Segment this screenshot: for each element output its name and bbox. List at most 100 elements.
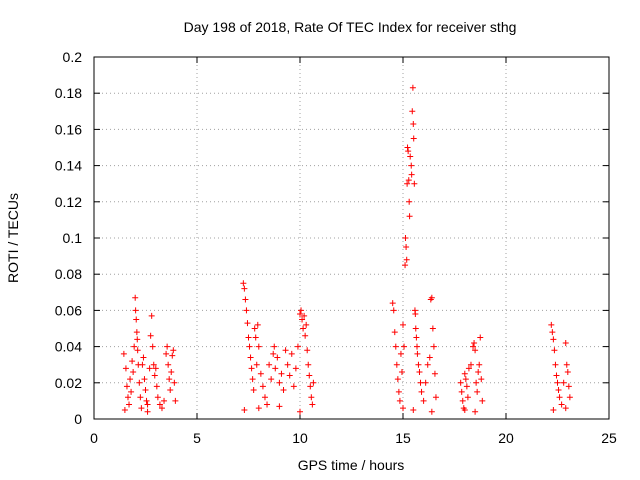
data-point bbox=[288, 350, 295, 357]
data-point bbox=[478, 376, 485, 383]
data-point bbox=[412, 325, 419, 332]
data-point bbox=[413, 334, 420, 341]
data-point bbox=[560, 379, 567, 386]
data-point bbox=[249, 376, 256, 383]
data-point bbox=[471, 339, 478, 346]
data-point bbox=[406, 198, 413, 205]
data-point bbox=[407, 153, 414, 160]
y-tick-label: 0.02 bbox=[55, 375, 82, 391]
data-point bbox=[463, 383, 470, 390]
x-tick-label: 5 bbox=[193, 430, 201, 446]
data-point bbox=[250, 387, 257, 394]
data-point bbox=[306, 372, 313, 379]
data-point bbox=[299, 316, 306, 323]
data-point bbox=[255, 405, 262, 412]
data-point bbox=[412, 311, 419, 318]
data-point bbox=[406, 213, 413, 220]
data-point bbox=[158, 405, 165, 412]
data-point bbox=[123, 383, 130, 390]
data-point bbox=[555, 387, 562, 394]
x-tick-label: 20 bbox=[498, 430, 514, 446]
data-point bbox=[134, 336, 141, 343]
data-point bbox=[132, 307, 139, 314]
data-point bbox=[172, 397, 179, 404]
data-point bbox=[553, 372, 560, 379]
data-point bbox=[154, 394, 161, 401]
data-point bbox=[168, 368, 175, 375]
y-tick-label: 0.08 bbox=[55, 266, 82, 282]
data-point bbox=[290, 383, 297, 390]
data-point bbox=[129, 358, 136, 365]
data-point bbox=[417, 379, 424, 386]
data-point bbox=[550, 336, 557, 343]
data-point bbox=[136, 379, 143, 386]
data-point bbox=[479, 397, 486, 404]
data-point bbox=[462, 376, 469, 383]
y-tick-label: 0.16 bbox=[55, 121, 82, 137]
data-point bbox=[422, 379, 429, 386]
data-point bbox=[139, 361, 146, 368]
data-point bbox=[151, 372, 158, 379]
data-point bbox=[297, 311, 303, 318]
data-point bbox=[554, 379, 561, 386]
data-point bbox=[264, 401, 271, 408]
data-point bbox=[461, 370, 468, 377]
plot-frame bbox=[93, 56, 610, 420]
data-point bbox=[410, 135, 417, 142]
data-point bbox=[259, 383, 266, 390]
data-point bbox=[270, 350, 277, 357]
data-point bbox=[261, 394, 268, 401]
x-tick-label: 10 bbox=[292, 430, 308, 446]
data-point bbox=[128, 388, 135, 395]
data-point bbox=[549, 329, 556, 336]
data-point bbox=[127, 376, 134, 383]
data-point bbox=[131, 343, 138, 350]
x-tick-label: 25 bbox=[601, 430, 617, 446]
y-tick-label: 0.14 bbox=[55, 158, 82, 174]
data-point bbox=[144, 408, 151, 415]
data-point bbox=[284, 361, 291, 368]
data-point bbox=[550, 406, 557, 413]
y-tick-label: 0 bbox=[74, 411, 82, 427]
chart-title: Day 198 of 2018, Rate Of TEC Index for r… bbox=[184, 19, 517, 35]
data-point bbox=[297, 408, 303, 415]
data-point bbox=[170, 347, 177, 354]
data-point bbox=[416, 368, 423, 375]
data-point bbox=[254, 321, 261, 328]
data-point bbox=[248, 365, 255, 372]
data-point bbox=[282, 347, 289, 354]
data-point bbox=[246, 343, 253, 350]
data-point bbox=[398, 368, 405, 375]
data-point bbox=[403, 244, 410, 251]
y-tick-label: 0.12 bbox=[55, 194, 82, 210]
data-point bbox=[241, 285, 248, 292]
data-point bbox=[301, 312, 308, 319]
data-point bbox=[132, 294, 139, 301]
data-point bbox=[563, 361, 570, 368]
data-point bbox=[241, 406, 248, 413]
data-point bbox=[171, 379, 178, 386]
data-point bbox=[243, 307, 250, 314]
data-point bbox=[415, 361, 422, 368]
data-point bbox=[302, 332, 309, 339]
data-point bbox=[562, 339, 569, 346]
data-point bbox=[393, 361, 400, 368]
data-point bbox=[292, 365, 299, 372]
y-axis-label: ROTI / TECUs bbox=[5, 193, 21, 283]
data-point bbox=[163, 350, 170, 357]
data-point bbox=[565, 383, 572, 390]
data-point bbox=[405, 177, 412, 184]
data-point bbox=[414, 350, 421, 357]
data-point bbox=[305, 361, 312, 368]
data-point bbox=[303, 321, 310, 328]
data-point bbox=[418, 388, 425, 395]
data-point bbox=[391, 329, 398, 336]
data-point bbox=[429, 325, 436, 332]
data-point bbox=[147, 332, 154, 339]
data-points bbox=[120, 84, 573, 415]
data-point bbox=[402, 235, 409, 241]
data-point bbox=[253, 361, 260, 368]
data-point bbox=[153, 383, 160, 390]
data-point bbox=[403, 256, 410, 263]
